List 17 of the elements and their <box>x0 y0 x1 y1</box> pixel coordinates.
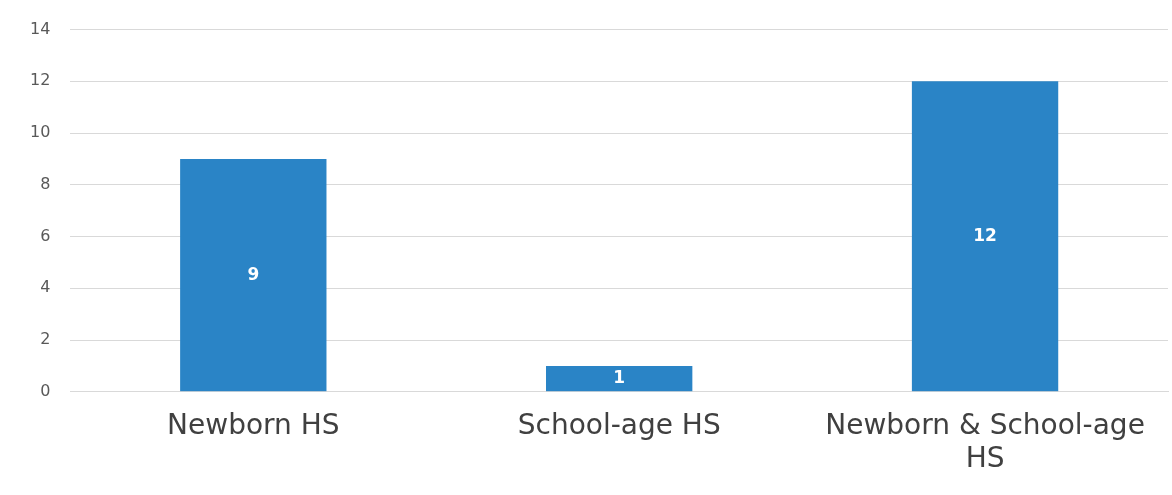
x-tick-label: Newborn HS <box>167 407 340 441</box>
x-tick-label: School-age HS <box>517 407 721 441</box>
y-tick-label: 14 <box>30 18 51 38</box>
data-label: 1 <box>613 367 626 388</box>
data-label: 9 <box>247 263 260 284</box>
bar <box>911 81 1059 392</box>
bar <box>546 365 693 392</box>
data-label: 12 <box>973 224 997 245</box>
y-tick-label: 6 <box>40 225 51 245</box>
bar <box>180 158 327 392</box>
y-tick-label: 2 <box>40 329 51 349</box>
y-tick-label: 4 <box>40 277 51 297</box>
y-tick-label: 8 <box>40 173 51 193</box>
y-tick-label: 10 <box>30 122 51 142</box>
y-tick-label: 12 <box>30 70 51 90</box>
y-tick-label: 0 <box>40 380 51 400</box>
x-tick-label: Newborn & School-age HS <box>825 407 1145 475</box>
